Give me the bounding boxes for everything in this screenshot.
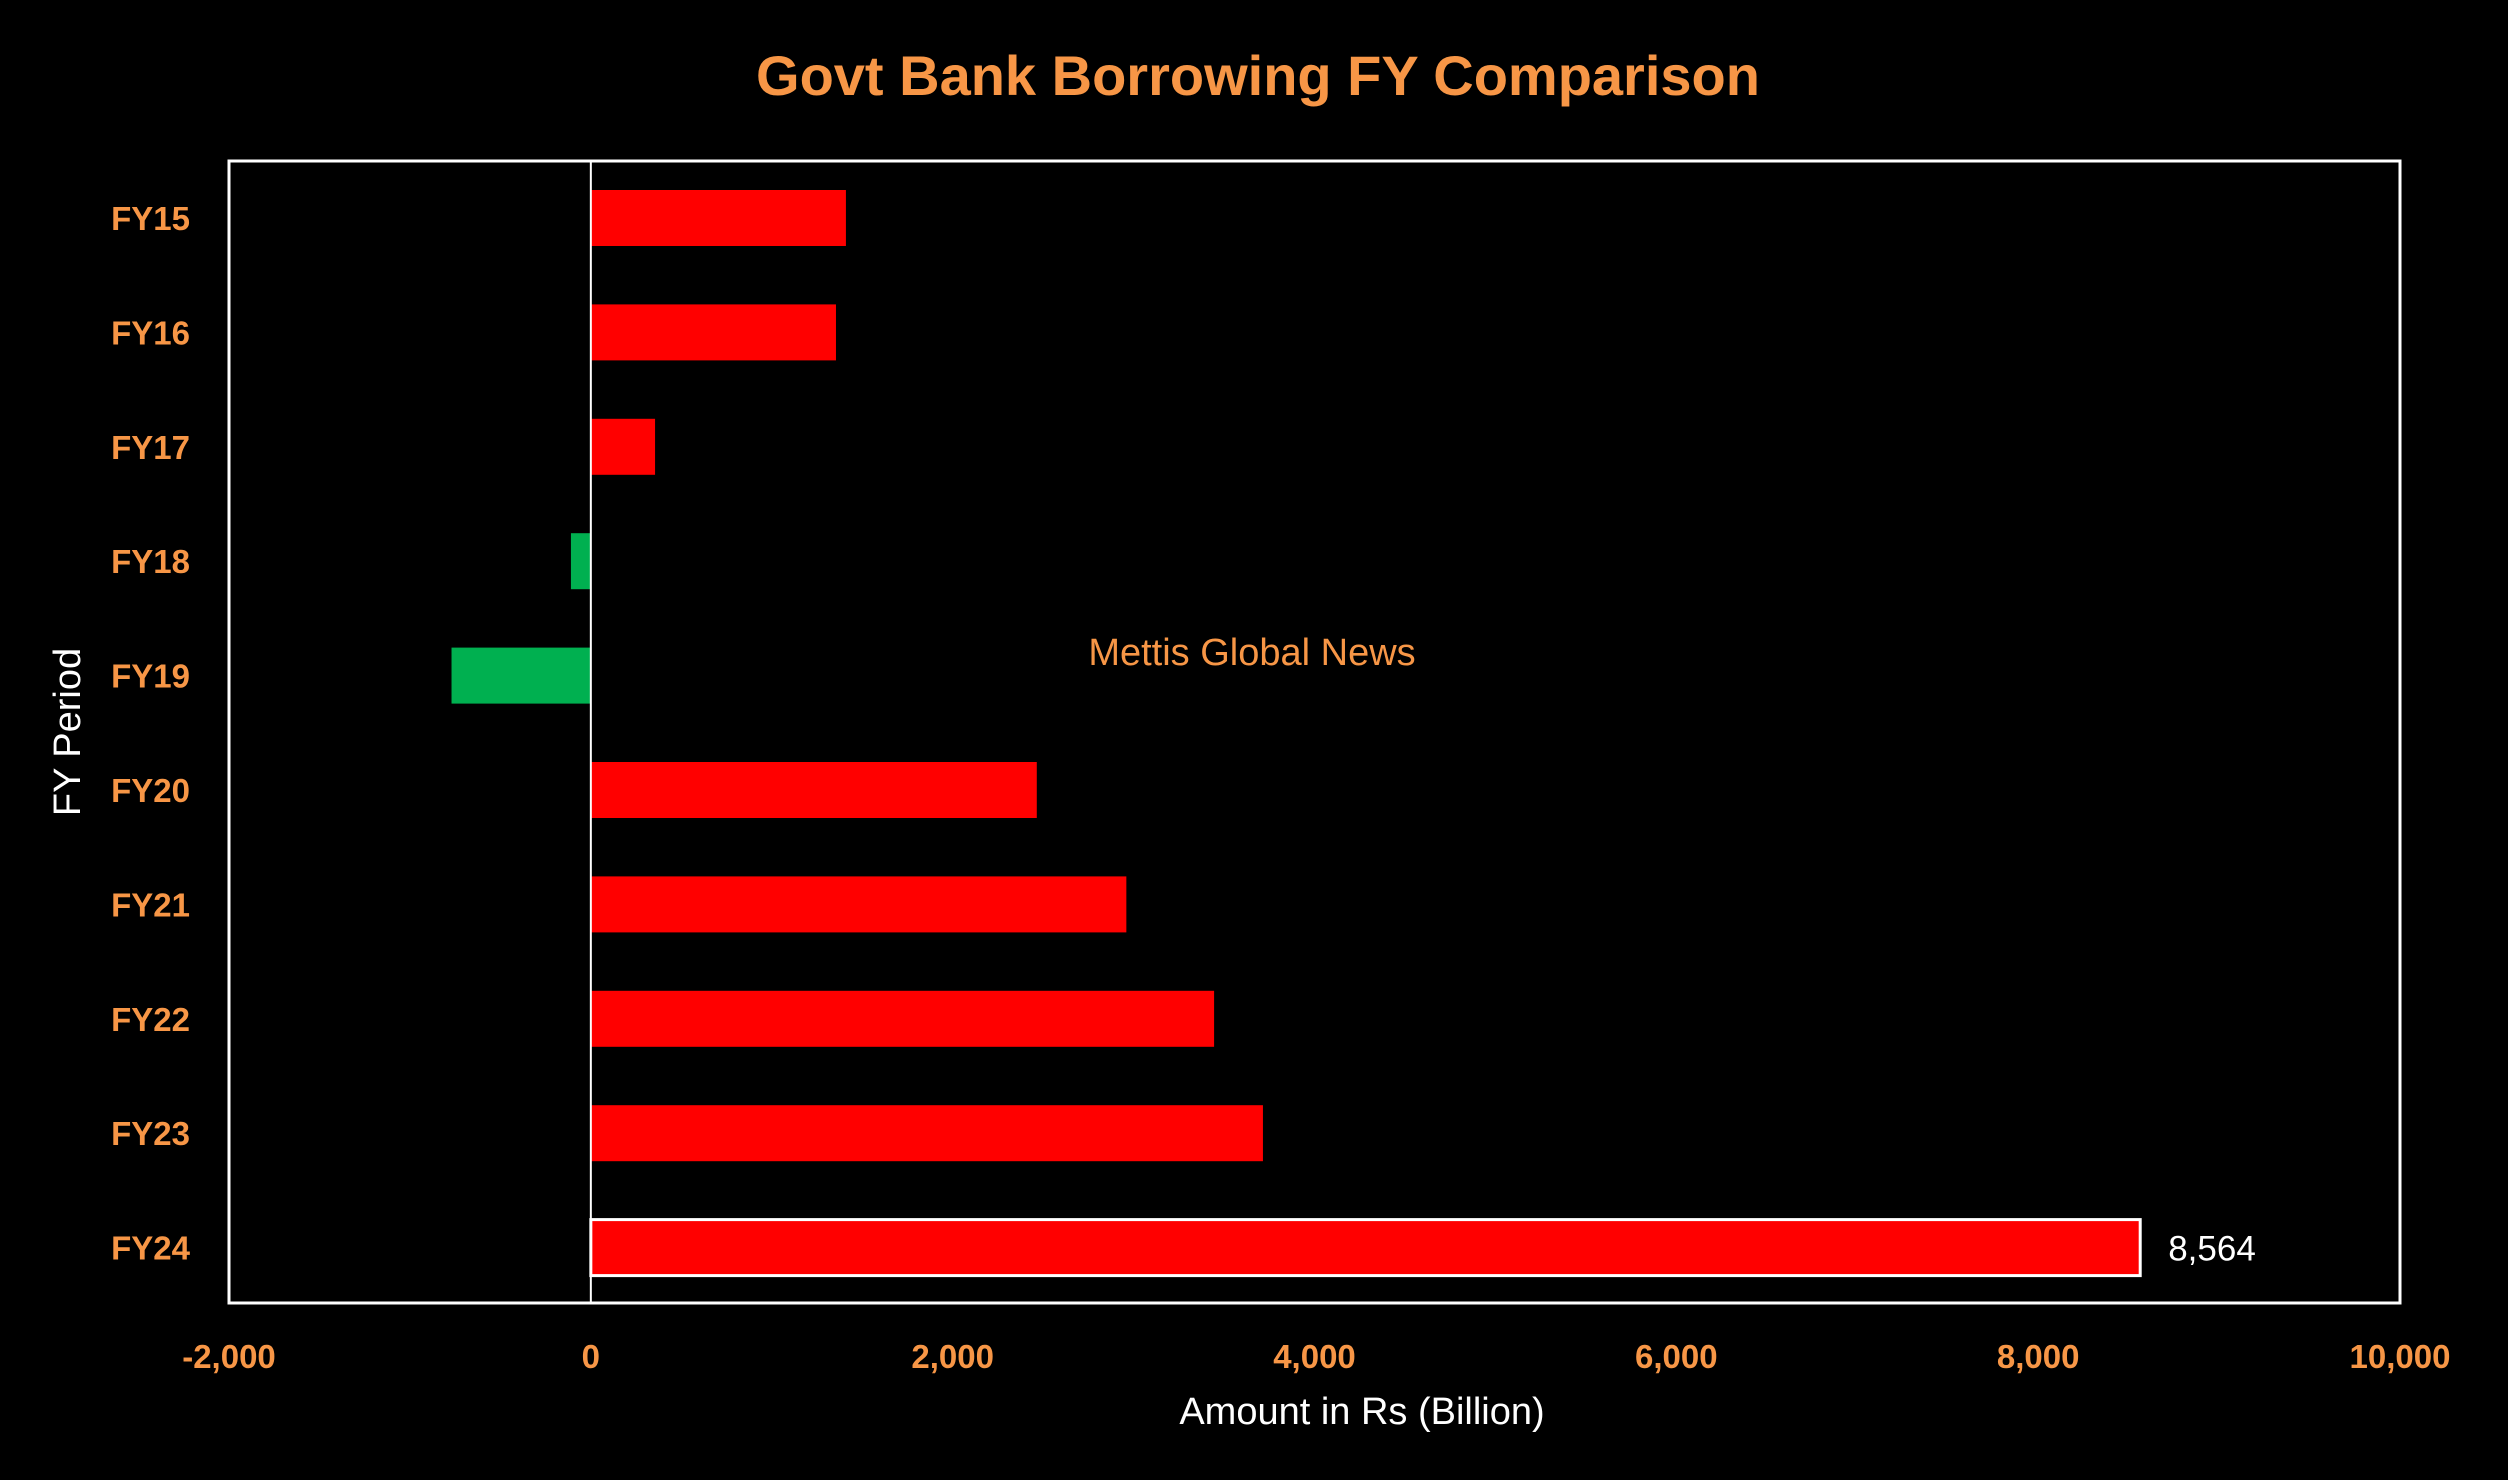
bar-fy19	[451, 647, 591, 704]
y-tick-label-fy24: FY24	[111, 1230, 191, 1267]
y-tick-label-fy20: FY20	[111, 772, 190, 809]
bar-fy21	[590, 876, 1127, 933]
x-tick-label-4-000: 4,000	[1273, 1338, 1356, 1375]
watermark-annotation: Mettis Global News	[1088, 632, 1415, 674]
bar-fy22	[590, 990, 1215, 1047]
bar-fy20	[590, 762, 1037, 818]
x-tick-label-2-000: 2,000	[911, 1338, 994, 1375]
bar-fy16	[590, 304, 836, 361]
data-labels: 8,564	[2168, 1230, 2256, 1269]
x-tick-label-10-000: 10,000	[2350, 1338, 2451, 1375]
bar-fy18	[570, 533, 591, 590]
y-tick-label-fy15: FY15	[111, 200, 190, 237]
y-tick-label-fy19: FY19	[111, 658, 190, 695]
y-tick-label-fy17: FY17	[111, 429, 190, 466]
x-axis-label: Amount in Rs (Billion)	[1179, 1391, 1544, 1433]
y-tick-label-fy23: FY23	[111, 1115, 190, 1152]
y-tick-label-fy16: FY16	[111, 314, 190, 351]
x-tick-labels: -2,000 0 2,000 4,000 6,000 8,000 10,000	[182, 1338, 2450, 1375]
bar-fy17	[590, 418, 656, 475]
x-tick-label-0: 0	[582, 1338, 600, 1375]
bar-fy15	[590, 190, 846, 246]
y-tick-labels: FY15 FY16 FY17 FY18 FY19 FY20 FY21 FY22 FY23 FY24	[111, 200, 191, 1267]
y-tick-label-fy18: FY18	[111, 543, 190, 580]
data-label-fy24: 8,564	[2168, 1230, 2256, 1269]
chart-title: Govt Bank Borrowing FY Comparison	[756, 44, 1760, 107]
y-tick-label-fy21: FY21	[111, 886, 190, 923]
y-tick-label-fy22: FY22	[111, 1001, 190, 1038]
x-tick-label-6-000: 6,000	[1635, 1338, 1718, 1375]
bar-fy23	[590, 1105, 1263, 1162]
bars-group	[451, 190, 2142, 1278]
bar-fy24	[589, 1218, 2142, 1278]
plot-area-frame	[227, 159, 2402, 1305]
y-axis-label: FY Period	[47, 648, 89, 816]
x-tick-label-8-000: 8,000	[1997, 1338, 2080, 1375]
x-tick-label--2-000: -2,000	[182, 1338, 276, 1375]
